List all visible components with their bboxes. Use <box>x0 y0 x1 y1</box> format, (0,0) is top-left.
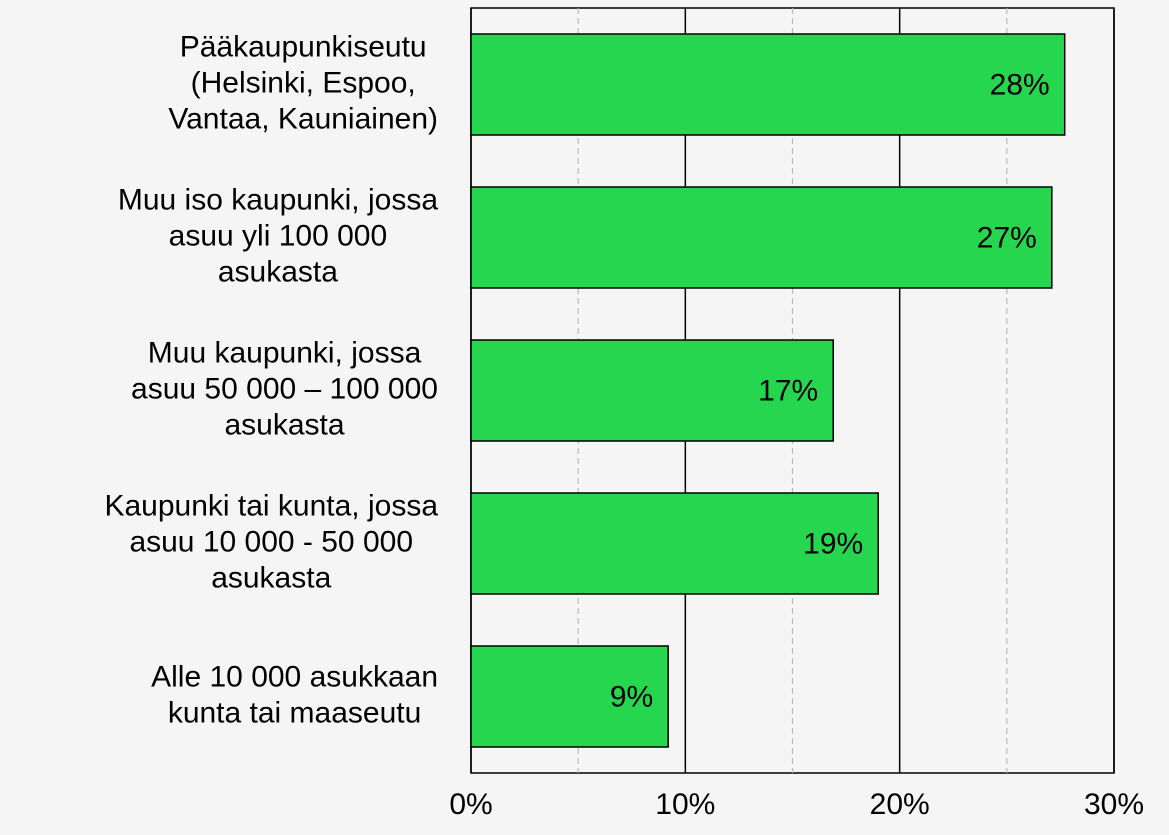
value-label: 17% <box>758 374 818 407</box>
x-tick-label: 30% <box>1084 788 1144 821</box>
value-label: 9% <box>610 680 653 713</box>
bar <box>470 33 1066 136</box>
bar <box>470 492 879 595</box>
x-tick-label: 0% <box>449 788 492 821</box>
value-label: 19% <box>803 527 863 560</box>
y-tick-label: Muu iso kaupunki, jossa asuu yli 100 000 a… <box>118 183 438 288</box>
bar <box>470 645 669 748</box>
y-tick-label: Pääkaupunkiseutu (Helsinki, Espoo, Vantaa,… <box>168 30 438 135</box>
y-tick-label: Muu kaupunki, jossa asuu 50 000 – 100 000… <box>131 336 438 441</box>
value-label: 27% <box>977 221 1037 254</box>
x-tick-label: 10% <box>655 788 715 821</box>
y-tick-label: Kaupunki tai kunta, jossa asuu 10 000 - 5… <box>104 489 438 594</box>
bar <box>470 186 1053 289</box>
bar <box>470 339 834 442</box>
value-label: 28% <box>990 68 1050 101</box>
x-tick-label: 20% <box>870 788 930 821</box>
y-tick-label: Alle 10 000 asukkaan kunta tai maaseutu <box>151 660 438 729</box>
